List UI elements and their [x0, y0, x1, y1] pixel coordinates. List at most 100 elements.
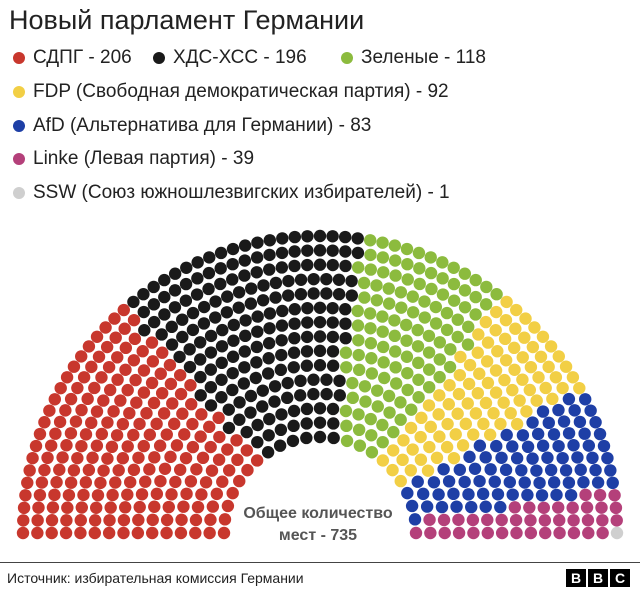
seat-dot-party-0	[195, 408, 208, 421]
seat-dot-party-0	[213, 430, 226, 444]
seat-dot-party-2	[339, 404, 353, 418]
seat-dot-party-4	[500, 428, 513, 442]
seat-dot-party-3	[472, 328, 485, 341]
seat-dot-party-1	[244, 389, 258, 403]
seat-dot-party-3	[433, 430, 446, 443]
seat-dot-party-1	[191, 256, 204, 269]
seat-dot-party-0	[179, 451, 193, 465]
seat-dot-party-0	[127, 428, 140, 442]
seat-dot-party-0	[164, 377, 178, 391]
legend-dot-icon	[153, 52, 165, 64]
seat-dot-party-1	[221, 290, 234, 303]
seat-dot-party-0	[154, 367, 167, 380]
seat-dot-party-3	[528, 321, 541, 334]
seat-dot-party-4	[462, 488, 475, 501]
seat-dot-party-1	[147, 298, 161, 311]
seat-dot-party-1	[138, 324, 151, 337]
seat-dot-party-0	[59, 404, 72, 417]
seat-dot-party-0	[116, 452, 130, 465]
seat-dot-party-0	[16, 526, 30, 540]
seat-dot-party-0	[189, 526, 202, 540]
seat-dot-party-1	[262, 429, 275, 442]
seat-dot-party-4	[562, 476, 576, 489]
seat-dot-party-0	[88, 514, 102, 527]
seat-dot-party-2	[389, 345, 402, 358]
seat-dot-party-2	[458, 301, 472, 314]
seat-dot-party-0	[90, 501, 103, 514]
seat-dot-party-2	[365, 429, 378, 442]
seat-dot-party-0	[81, 392, 94, 406]
seat-dot-party-0	[163, 358, 177, 372]
seat-dot-party-4	[494, 500, 507, 514]
seat-dot-party-0	[204, 440, 217, 454]
seat-dot-party-1	[215, 356, 228, 370]
seat-dot-party-2	[411, 340, 425, 353]
seat-dot-party-3	[566, 371, 580, 384]
seat-dot-party-4	[584, 404, 597, 417]
seat-dot-party-0	[128, 332, 142, 346]
seat-dot-party-0	[31, 526, 44, 540]
seat-dot-party-4	[416, 487, 430, 501]
seat-dot-party-3	[415, 411, 428, 425]
seat-dot-party-0	[19, 489, 32, 502]
seat-dot-party-3	[396, 453, 409, 467]
seat-dot-party-1	[261, 367, 275, 380]
seat-dot-party-2	[364, 248, 377, 262]
seat-dot-party-0	[31, 514, 44, 527]
seat-dot-party-1	[183, 360, 197, 374]
seat-dot-party-1	[197, 317, 211, 330]
seat-dot-party-1	[203, 251, 216, 264]
seat-dot-party-0	[186, 440, 200, 454]
seat-dot-party-1	[215, 391, 228, 404]
seat-dot-party-0	[132, 513, 145, 527]
seat-dot-party-4	[579, 393, 592, 406]
seat-dot-party-1	[263, 412, 276, 426]
seat-dot-party-0	[112, 464, 125, 477]
seat-dot-party-0	[133, 417, 146, 431]
seat-dot-party-1	[313, 315, 327, 329]
seat-dot-party-2	[433, 353, 446, 366]
seat-dot-party-4	[535, 489, 549, 502]
seat-dot-party-2	[399, 318, 413, 332]
seat-dot-party-0	[35, 476, 49, 489]
seat-dot-party-0	[140, 407, 153, 420]
seat-dot-party-0	[131, 526, 145, 540]
seat-dot-party-3	[491, 345, 504, 358]
seat-dot-party-0	[60, 439, 73, 452]
seat-dot-party-0	[26, 451, 39, 465]
seat-dot-party-0	[231, 453, 244, 467]
seat-dot-party-5	[467, 526, 480, 540]
seat-dot-party-2	[376, 435, 389, 449]
seat-dot-party-4	[490, 439, 503, 453]
seat-dot-party-3	[497, 396, 510, 409]
seat-dot-party-2	[469, 308, 482, 321]
seat-dot-party-3	[542, 360, 555, 374]
seat-dot-party-3	[406, 443, 419, 456]
seat-dot-party-4	[597, 439, 611, 453]
seat-dot-party-0	[75, 439, 88, 453]
seat-dot-party-1	[326, 316, 339, 329]
seat-dot-party-2	[412, 373, 425, 386]
seat-dot-party-0	[97, 394, 110, 407]
seat-dot-party-4	[458, 475, 471, 489]
seat-dot-party-1	[351, 246, 365, 260]
seat-dot-party-3	[469, 407, 483, 420]
seat-dot-party-2	[418, 311, 431, 324]
seat-dot-party-0	[101, 416, 114, 429]
seat-dot-party-2	[352, 348, 365, 362]
seat-dot-party-2	[383, 406, 396, 419]
seat-dot-party-1	[287, 419, 300, 433]
seat-dot-party-2	[377, 266, 390, 279]
seat-dot-party-1	[127, 295, 140, 309]
seat-dot-party-0	[17, 514, 30, 527]
seat-dot-party-1	[147, 315, 161, 329]
seat-dot-party-4	[542, 416, 555, 430]
seat-dot-party-2	[400, 242, 414, 256]
seat-dot-party-0	[17, 501, 31, 515]
seat-dot-party-1	[209, 311, 222, 324]
seat-dot-party-0	[167, 417, 181, 431]
seat-dot-party-1	[204, 363, 218, 376]
seat-dot-party-0	[45, 526, 58, 540]
seat-dot-party-0	[119, 341, 133, 355]
seat-dot-party-2	[440, 306, 454, 320]
